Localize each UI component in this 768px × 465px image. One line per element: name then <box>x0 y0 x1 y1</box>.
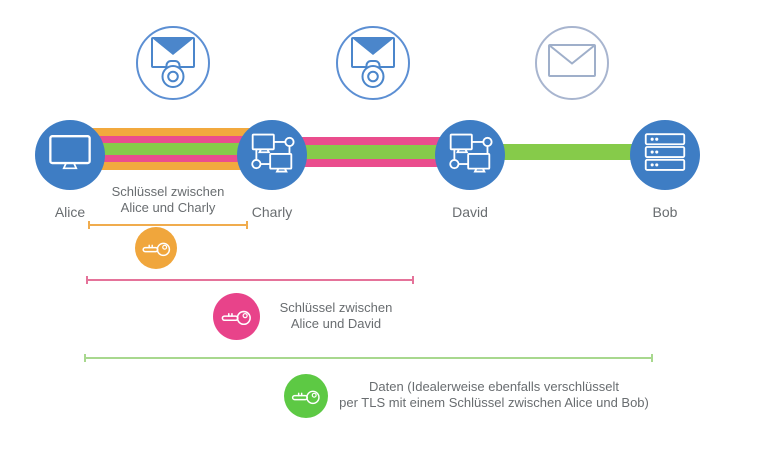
encryption-stripe <box>70 128 273 136</box>
encryption-stripe <box>272 159 470 167</box>
envelope-icon <box>539 28 605 99</box>
legend-alice-charly-caption: Schlüssel zwischen Alice und Charly <box>111 184 225 215</box>
message-circle-charly-david <box>336 26 410 100</box>
key-icon-orange <box>135 227 177 269</box>
measure-line-alice-david <box>86 276 414 284</box>
encryption-stripe <box>272 145 470 159</box>
node-label-alice: Alice <box>54 204 86 220</box>
channel-david-bob <box>470 144 666 160</box>
server-rack-icon <box>643 132 687 178</box>
encryption-stripe <box>70 143 273 155</box>
encryption-stripe <box>70 136 273 143</box>
envelope-lock-icon <box>340 28 406 99</box>
encryption-stripe <box>470 144 666 160</box>
legend-alice-david-caption: Schlüssel zwischen Alice und David <box>279 300 393 331</box>
network-nodes-icon <box>446 130 494 181</box>
channel-charly-david <box>272 137 470 167</box>
node-label-david: David <box>452 204 488 220</box>
key-icon-green <box>284 374 328 418</box>
node-alice <box>35 120 105 190</box>
channel-alice-charly <box>70 128 273 170</box>
node-label-charly: Charly <box>251 204 293 220</box>
envelope-lock-icon <box>140 28 206 99</box>
node-bob <box>630 120 700 190</box>
desktop-computer-icon <box>47 132 93 178</box>
encryption-stripe <box>70 155 273 162</box>
node-label-bob: Bob <box>652 204 678 220</box>
encryption-stripe <box>272 137 470 145</box>
node-david <box>435 120 505 190</box>
measure-line-alice-bob <box>84 354 653 362</box>
message-circle-alice-charly <box>136 26 210 100</box>
key-icon-pink <box>213 293 260 340</box>
node-charly <box>237 120 307 190</box>
measure-line-alice-charly <box>88 221 248 229</box>
network-nodes-icon <box>248 130 296 181</box>
message-circle-david-bob <box>535 26 609 100</box>
legend-tls-data-caption: Daten (Idealerweise ebenfalls verschlüss… <box>339 379 649 410</box>
encryption-stripe <box>70 162 273 170</box>
